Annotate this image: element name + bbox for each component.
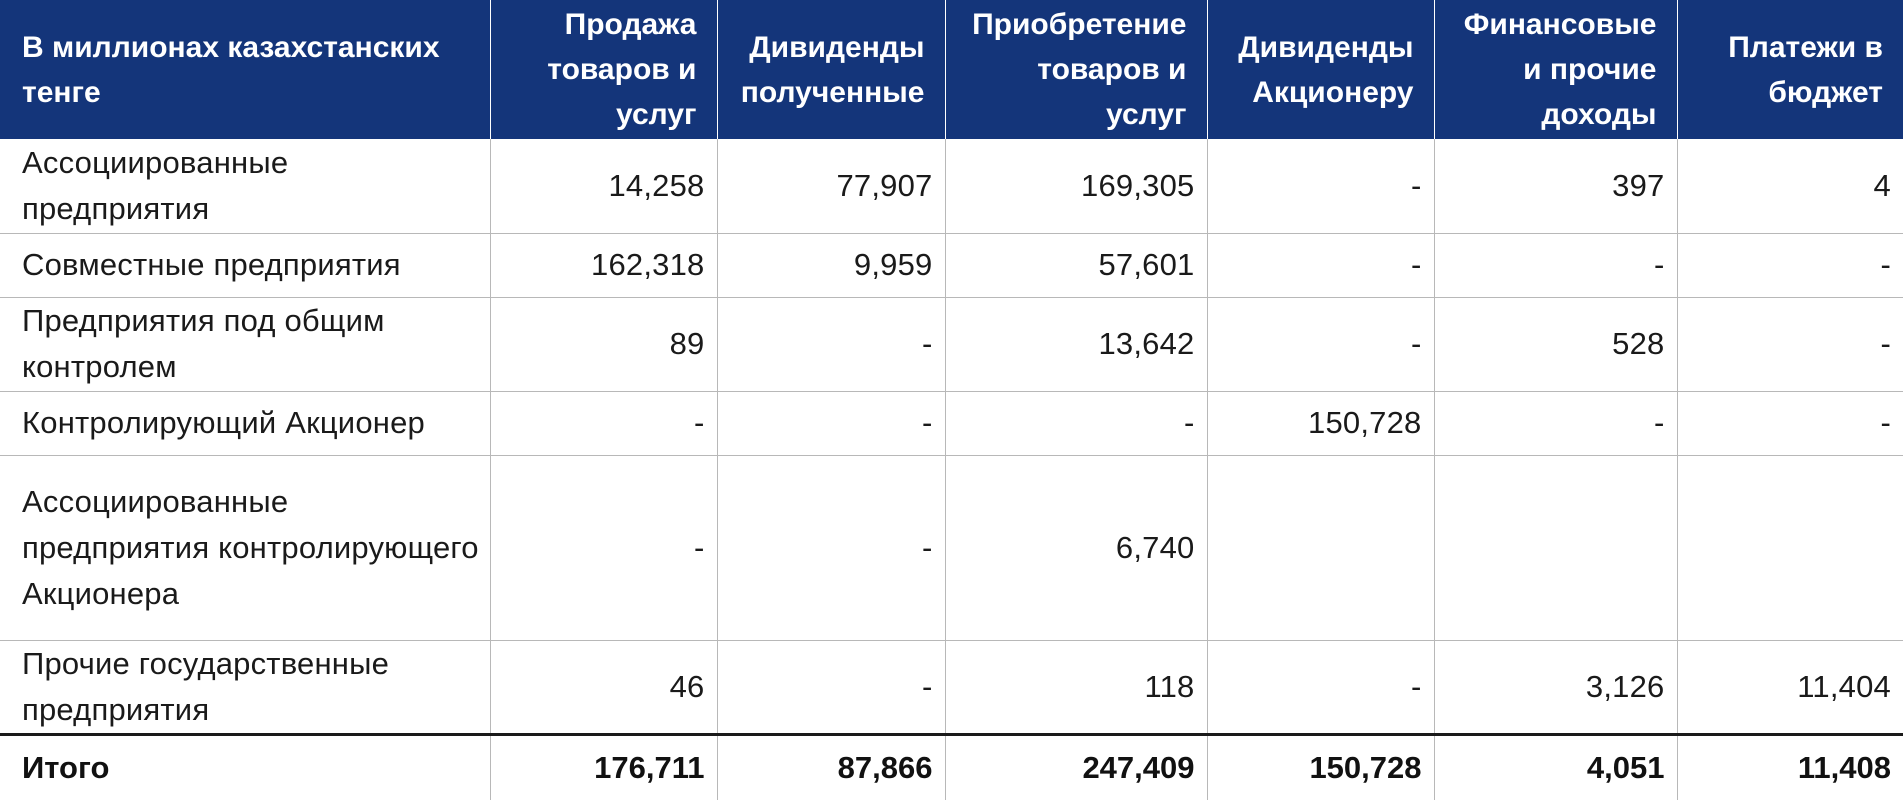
column-header-budget-payments: Платежи в бюджет [1677, 0, 1903, 139]
table-row: Ассоциированные предприятия 14,258 77,90… [0, 139, 1903, 234]
total-cell: 11,408 [1677, 732, 1903, 800]
table-cell: 4 [1677, 139, 1903, 234]
table-cell: 57,601 [945, 233, 1208, 298]
total-cell: 247,409 [945, 732, 1208, 800]
table-cell: - [1434, 233, 1678, 298]
table-cell: - [717, 455, 946, 641]
total-cell: 150,728 [1207, 732, 1435, 800]
row-label: Предприятия под общим контролем [0, 297, 491, 392]
table-cell: 13,642 [945, 297, 1208, 392]
table-cell: - [717, 640, 946, 735]
column-header-finance-income: Финансовые и прочие доходы [1434, 0, 1678, 139]
table-cell: 89 [490, 297, 718, 392]
table-cell: 9,959 [717, 233, 946, 298]
row-label: Контролирующий Акционер [0, 391, 491, 456]
table-row: Контролирующий Акционер - - - 150,728 - … [0, 391, 1903, 456]
table-cell: - [1434, 391, 1678, 456]
table-cell: 169,305 [945, 139, 1208, 234]
table-cell: - [490, 391, 718, 456]
table-cell: 6,740 [945, 455, 1208, 641]
row-label: Ассоциированные предприятия контролирующ… [0, 455, 491, 641]
table-cell: 118 [945, 640, 1208, 735]
table-cell: 77,907 [717, 139, 946, 234]
table-cell: 162,318 [490, 233, 718, 298]
table-cell [1434, 455, 1678, 641]
table-row: Прочие государственные предприятия 46 - … [0, 640, 1903, 735]
table-cell: 46 [490, 640, 718, 735]
table-cell: 150,728 [1207, 391, 1435, 456]
total-label: Итого [0, 732, 491, 800]
total-cell: 4,051 [1434, 732, 1678, 800]
total-cell: 87,866 [717, 732, 946, 800]
table-row: Ассоциированные предприятия контролирующ… [0, 455, 1903, 641]
total-row: Итого 176,711 87,866 247,409 150,728 4,0… [0, 732, 1903, 800]
table-cell: 14,258 [490, 139, 718, 234]
table-cell: - [490, 455, 718, 641]
table-cell: - [1677, 233, 1903, 298]
row-label: Совместные предприятия [0, 233, 491, 298]
column-header-sales: Продажа товаров и услуг [490, 0, 718, 139]
table-cell: 528 [1434, 297, 1678, 392]
column-header-dividends-to-shareholder: Дивиденды Акционеру [1207, 0, 1435, 139]
total-cell: 176,711 [490, 732, 718, 800]
column-header-dividends-received: Дивиденды полученные [717, 0, 946, 139]
table-cell: - [1677, 297, 1903, 392]
row-label: Прочие государственные предприятия [0, 640, 491, 735]
table-cell [1677, 455, 1903, 641]
table-cell: 397 [1434, 139, 1678, 234]
table-cell: - [717, 391, 946, 456]
table-cell: - [1207, 297, 1435, 392]
table-cell: - [717, 297, 946, 392]
table-cell: - [945, 391, 1208, 456]
column-header-units: В миллионах казахстанских тенге [0, 0, 491, 139]
table-cell [1207, 455, 1435, 641]
table-header-row: В миллионах казахстанских тенге Продажа … [0, 0, 1903, 139]
table-cell: - [1207, 139, 1435, 234]
table-row: Совместные предприятия 162,318 9,959 57,… [0, 233, 1903, 298]
table-cell: - [1677, 391, 1903, 456]
row-label: Ассоциированные предприятия [0, 139, 491, 234]
table-cell: - [1207, 640, 1435, 735]
table-row: Предприятия под общим контролем 89 - 13,… [0, 297, 1903, 392]
table-cell: 3,126 [1434, 640, 1678, 735]
table-cell: 11,404 [1677, 640, 1903, 735]
table-cell: - [1207, 233, 1435, 298]
column-header-purchases: Приобретение товаров и услуг [945, 0, 1208, 139]
